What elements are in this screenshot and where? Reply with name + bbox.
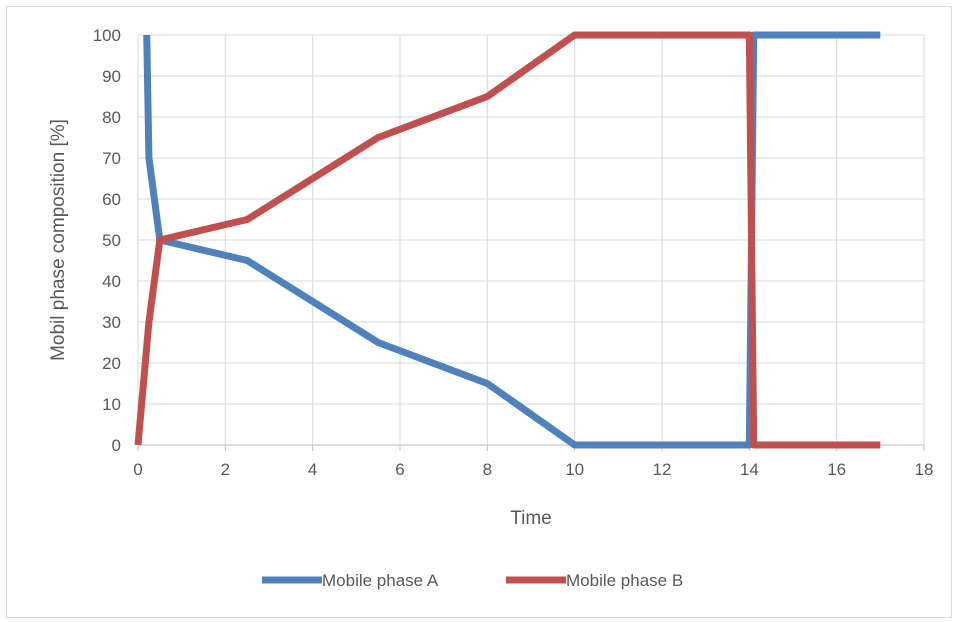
y-tick-label: 70	[102, 149, 121, 168]
y-tick-label: 20	[102, 354, 121, 373]
x-tick-label: 6	[395, 460, 404, 479]
series-line-mobile-phase-b	[134, 31, 881, 449]
x-tick-label: 16	[827, 460, 846, 479]
y-axis-title: Mobil phase composition [%]	[48, 119, 69, 361]
y-tick-label: 40	[102, 272, 121, 291]
y-tick-label: 0	[112, 436, 121, 455]
y-tick-label: 100	[93, 26, 121, 45]
series-lines	[134, 31, 881, 449]
tick-labels: 0 2 4 6 8 10 12 14 16 18 0 10 20 30 40 50 60 70 80 90 100	[93, 26, 934, 479]
x-tick-label: 8	[483, 460, 492, 479]
y-tick-label: 60	[102, 190, 121, 209]
legend-label: Mobile phase A	[322, 571, 439, 590]
x-tick-label: 0	[133, 460, 142, 479]
y-tick-label: 80	[102, 108, 121, 127]
x-tick-label: 14	[740, 460, 759, 479]
axes	[137, 35, 925, 451]
legend: Mobile phase A Mobile phase B	[262, 571, 683, 590]
x-tick-label: 12	[653, 460, 672, 479]
x-tick-label: 2	[221, 460, 230, 479]
legend-label: Mobile phase B	[566, 571, 683, 590]
grid-lines	[138, 34, 925, 445]
y-tick-label: 10	[102, 395, 121, 414]
chart-frame	[6, 6, 952, 618]
x-tick-label: 18	[915, 460, 934, 479]
y-tick-label: 50	[102, 231, 121, 250]
x-tick-label: 4	[308, 460, 317, 479]
y-tick-label: 90	[102, 67, 121, 86]
y-tick-label: 30	[102, 313, 121, 332]
x-tick-label: 10	[565, 460, 584, 479]
x-axis-title: Time	[510, 508, 552, 529]
